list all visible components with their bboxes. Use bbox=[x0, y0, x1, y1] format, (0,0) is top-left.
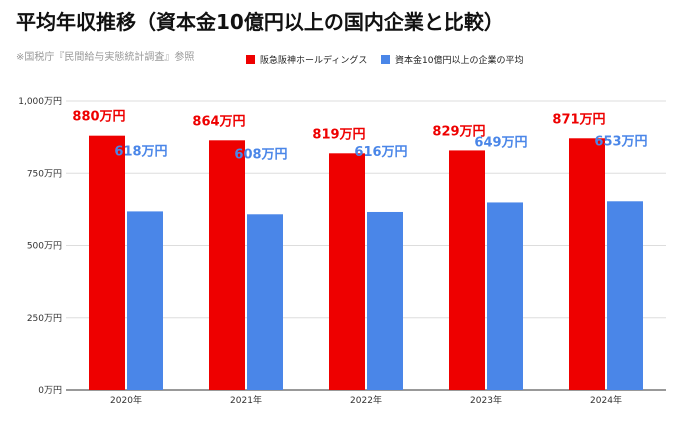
legend-swatch-1 bbox=[246, 55, 255, 64]
legend-label-1: 阪急阪神ホールディングス bbox=[260, 54, 367, 66]
data-label-1-2024年: 871万円 bbox=[552, 112, 605, 127]
data-label-1-2022年: 819万円 bbox=[312, 127, 365, 142]
y-tick-label-5: 1,000万円 bbox=[18, 96, 62, 107]
data-label-2-2024年: 653万円 bbox=[594, 134, 647, 149]
data-label-1-2021年: 864万円 bbox=[192, 114, 245, 129]
data-label-2-2020年: 618万円 bbox=[114, 144, 167, 159]
y-tick-label-4: 750万円 bbox=[27, 168, 62, 179]
chart-title: 平均年収推移（資本金10億円以上の国内企業と比較） bbox=[16, 10, 504, 34]
legend-label-2: 資本金10億円以上の企業の平均 bbox=[395, 54, 523, 66]
x-tick-label-3: 2022年 bbox=[350, 394, 382, 406]
y-tick-label-2: 250万円 bbox=[27, 313, 62, 324]
bar-2-2024年 bbox=[607, 201, 643, 390]
bar-2-2020年 bbox=[127, 211, 163, 390]
chart-grid bbox=[66, 100, 666, 391]
bar-1-2021年 bbox=[209, 140, 245, 390]
bar-2-2021年 bbox=[247, 214, 283, 390]
bar-1-2022年 bbox=[329, 153, 365, 390]
x-tick-label-1: 2020年 bbox=[110, 394, 142, 406]
y-axis: 0万円 250万円 500万円 750万円 1,000万円 bbox=[18, 96, 62, 396]
bar-2-2023年 bbox=[487, 202, 523, 390]
bar-1-2024年 bbox=[569, 138, 605, 390]
chart-bars bbox=[89, 135, 643, 390]
x-tick-label-4: 2023年 bbox=[470, 394, 502, 406]
y-tick-label-1: 0万円 bbox=[38, 385, 62, 396]
bar-1-2020年 bbox=[89, 135, 125, 390]
chart-legend: 阪急阪神ホールディングス 資本金10億円以上の企業の平均 bbox=[246, 54, 523, 66]
legend-swatch-2 bbox=[381, 55, 390, 64]
data-label-2-2023年: 649万円 bbox=[474, 135, 527, 150]
bar-1-2023年 bbox=[449, 150, 485, 390]
data-label-2-2021年: 608万円 bbox=[234, 147, 287, 162]
data-label-1-2020年: 880万円 bbox=[72, 110, 125, 125]
x-tick-label-5: 2024年 bbox=[590, 394, 622, 406]
bar-2-2022年 bbox=[367, 211, 403, 390]
x-tick-label-2: 2021年 bbox=[230, 394, 262, 406]
data-labels: 880万円 618万円 864万円 608万円 819万円 616万円 829万円649万円… bbox=[72, 110, 647, 163]
data-label-1-2023年: 829万円 bbox=[432, 124, 485, 139]
data-label-2-2022年: 616万円 bbox=[354, 145, 407, 160]
y-tick-label-3: 500万円 bbox=[27, 241, 62, 252]
x-axis: 2020年 2021年 2022年 2023年 2024年 bbox=[110, 394, 622, 406]
chart-source-note: ※国税庁『民間給与実態統計調査』参照 bbox=[16, 52, 195, 63]
